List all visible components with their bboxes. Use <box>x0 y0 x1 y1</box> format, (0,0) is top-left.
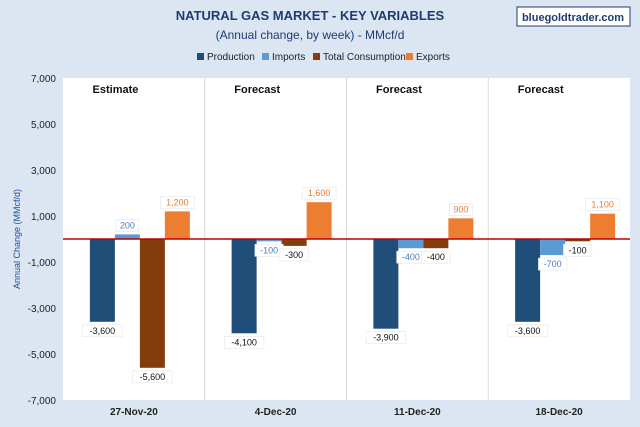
bar <box>89 239 115 322</box>
data-label: 900 <box>453 204 468 214</box>
bar <box>139 239 165 368</box>
data-label: 1,100 <box>591 200 614 210</box>
segment-label: Forecast <box>376 84 422 96</box>
legend-label: Exports <box>416 52 450 63</box>
y-axis-label: Annual Change (MMcf/d) <box>12 189 22 289</box>
legend-label: Total Consumption <box>323 52 406 63</box>
legend-swatch <box>406 53 413 60</box>
data-label-box <box>365 331 406 345</box>
data-label: -400 <box>427 252 445 262</box>
data-label-box <box>507 324 548 338</box>
data-labels: -3,600 200 -5,600 1,200 -4,100 -100 -300 1,600 -… <box>82 186 620 384</box>
data-label: 1,600 <box>308 188 331 198</box>
legend-label: Imports <box>272 52 305 63</box>
y-tick-label: -5,000 <box>28 350 57 361</box>
legend-swatch <box>197 53 204 60</box>
chart-title: NATURAL GAS MARKET - KEY VARIABLES <box>176 8 445 23</box>
y-tick-label: 3,000 <box>31 166 56 177</box>
bar <box>231 239 257 334</box>
bar <box>590 213 616 239</box>
data-label-box <box>279 248 309 262</box>
legend-swatch <box>313 53 320 60</box>
data-label-box <box>115 219 140 232</box>
segment-label: Estimate <box>93 84 139 96</box>
bar <box>540 239 566 256</box>
y-tick-label: 7,000 <box>31 74 56 85</box>
data-label: -100 <box>569 245 587 255</box>
segment-label: Forecast <box>234 84 280 96</box>
data-label: -3,600 <box>90 326 116 336</box>
brand-text: bluegoldtrader.com <box>522 12 624 24</box>
segment-label: Forecast <box>518 84 564 96</box>
data-label: -3,900 <box>373 333 399 343</box>
y-axis-ticks: 7,000 5,000 3,000 1,000 -1,000 -3,000 -5,000 -7… <box>28 74 57 407</box>
bars <box>89 202 616 368</box>
data-label: -300 <box>285 250 303 260</box>
x-category-label: 11-Dec-20 <box>394 407 441 418</box>
data-label-box <box>538 257 568 271</box>
data-label: -700 <box>544 259 562 269</box>
segment-labels: Estimate Forecast Forecast Forecast <box>93 84 564 96</box>
bar <box>423 239 449 249</box>
data-label-box <box>449 203 473 216</box>
data-label-box <box>160 196 195 209</box>
x-category-label: 18-Dec-20 <box>535 407 583 418</box>
y-tick-label: -1,000 <box>28 258 57 269</box>
data-label: -5,600 <box>140 372 166 382</box>
bar <box>565 239 591 242</box>
y-tick-label: -3,000 <box>28 304 57 315</box>
bar <box>515 239 541 322</box>
y-tick-label: 5,000 <box>31 120 56 131</box>
brand-box <box>516 6 631 27</box>
data-label-box <box>82 324 123 338</box>
y-tick-label: 1,000 <box>31 212 56 223</box>
bar <box>373 239 399 329</box>
legend-label: Production <box>207 52 255 63</box>
x-axis-categories: 27-Nov-20 4-Dec-20 11-Dec-20 18-Dec-20 <box>110 407 583 418</box>
legend: Production Imports Total Consumption Export… <box>197 52 450 63</box>
data-label: 200 <box>120 220 135 230</box>
chart-subtitle: (Annual change, by week) - MMcf/d <box>216 28 405 42</box>
data-label-box <box>224 335 265 349</box>
data-label-box <box>563 244 593 257</box>
data-label: -400 <box>402 252 420 262</box>
legend-swatch <box>262 53 269 60</box>
x-category-label: 4-Dec-20 <box>255 407 297 418</box>
y-tick-label: -7,000 <box>28 396 57 407</box>
data-label: 1,200 <box>166 197 189 207</box>
bar <box>448 218 474 239</box>
data-label: -100 <box>260 245 278 255</box>
bar <box>398 239 424 249</box>
bar <box>114 234 140 239</box>
data-label-box <box>301 186 337 200</box>
x-category-label: 27-Nov-20 <box>110 407 158 418</box>
data-label-box <box>132 370 173 384</box>
data-label-box <box>585 198 620 211</box>
bar <box>256 239 282 242</box>
bar <box>306 202 332 239</box>
data-label-box <box>421 250 451 264</box>
bar <box>164 211 190 239</box>
data-label: -3,600 <box>515 326 541 336</box>
bar <box>281 239 307 246</box>
data-label: -4,100 <box>231 337 257 347</box>
